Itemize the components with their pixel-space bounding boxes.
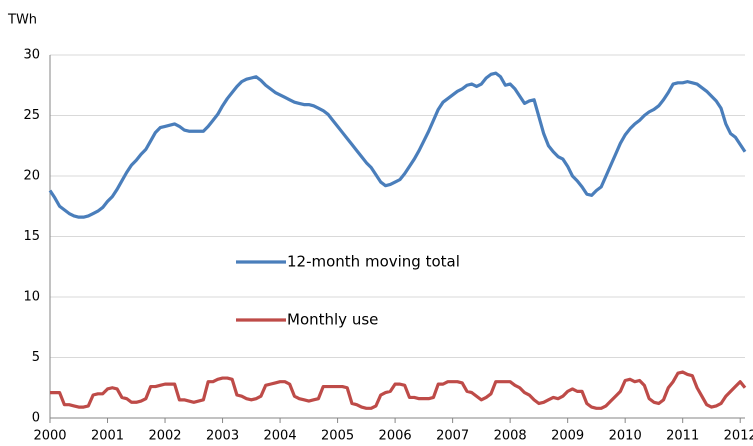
x-tick-label: 2003 (206, 429, 239, 444)
y-tick-label: 25 (23, 108, 40, 123)
series-line (50, 370, 747, 410)
x-tick-label: 2008 (494, 429, 527, 444)
y-tick-label: 30 (23, 48, 40, 63)
x-tick-label: 2001 (91, 429, 124, 444)
x-tick-label: 2005 (321, 429, 354, 444)
x-tick-label: 2011 (666, 429, 699, 444)
y-axis-label: TWh (7, 13, 37, 28)
x-tick-label: 2000 (33, 429, 66, 444)
series-line (48, 71, 747, 219)
x-tick-label: 2012 (724, 429, 753, 444)
x-tick-label: 2004 (264, 429, 297, 444)
x-tick-label: 2006 (379, 429, 412, 444)
x-tick-label: 2010 (609, 429, 642, 444)
y-tick-label: 15 (23, 229, 40, 244)
y-tick-label: 10 (23, 290, 40, 305)
y-tick-label: 5 (32, 350, 40, 365)
legend-label: Monthly use (287, 311, 378, 329)
x-tick-label: 2002 (148, 429, 181, 444)
y-tick-label: 20 (23, 169, 40, 184)
x-tick-label: 2009 (551, 429, 584, 444)
y-tick-label: 0 (32, 411, 40, 426)
x-tick-label: 2007 (436, 429, 469, 444)
legend-label: 12-month moving total (287, 253, 460, 271)
